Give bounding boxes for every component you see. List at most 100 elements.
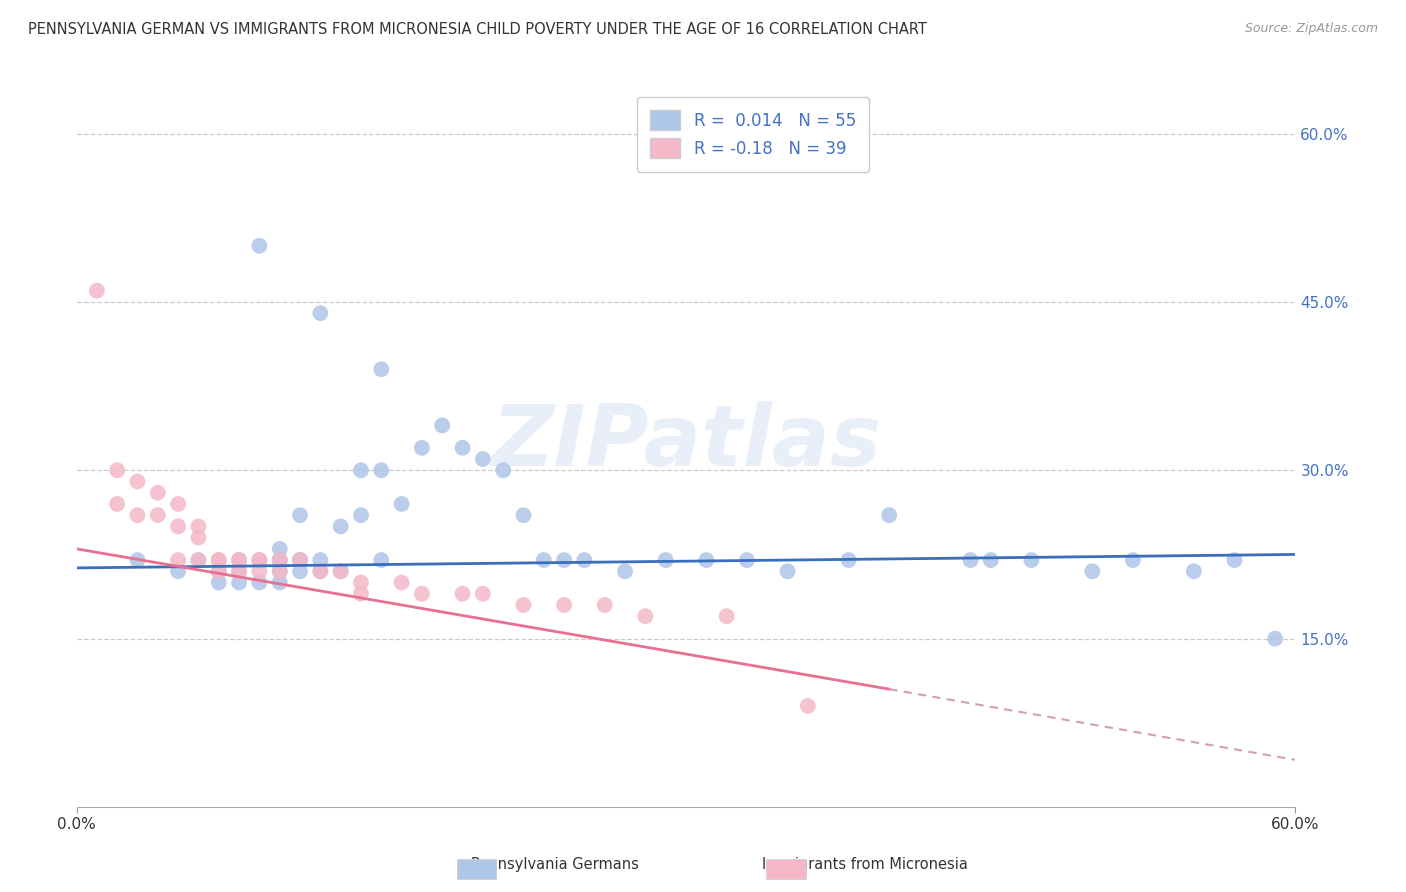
Point xyxy=(574,553,596,567)
Point xyxy=(247,239,270,253)
Point xyxy=(512,508,534,523)
Point xyxy=(980,553,1002,567)
Point xyxy=(735,553,758,567)
Point xyxy=(512,598,534,612)
Point xyxy=(269,553,291,567)
Point xyxy=(838,553,860,567)
Point xyxy=(288,564,311,578)
Point xyxy=(228,564,250,578)
Point xyxy=(329,519,352,533)
Point xyxy=(208,564,231,578)
Point xyxy=(208,575,231,590)
Point xyxy=(228,553,250,567)
Point xyxy=(350,463,373,477)
Text: ZIPatlas: ZIPatlas xyxy=(491,401,882,483)
Point xyxy=(411,587,433,601)
Point xyxy=(370,463,392,477)
Point xyxy=(127,553,149,567)
Point xyxy=(228,553,250,567)
Point xyxy=(247,553,270,567)
Point xyxy=(370,553,392,567)
Point xyxy=(247,553,270,567)
Point xyxy=(105,497,128,511)
Point xyxy=(350,587,373,601)
Point xyxy=(451,587,474,601)
Point xyxy=(247,575,270,590)
Point xyxy=(797,698,820,713)
Point xyxy=(105,463,128,477)
Point xyxy=(1182,564,1205,578)
Point xyxy=(1223,553,1246,567)
Point xyxy=(146,485,169,500)
Point xyxy=(247,564,270,578)
Point xyxy=(146,508,169,523)
Point xyxy=(228,564,250,578)
Point xyxy=(716,609,738,624)
Point xyxy=(127,475,149,489)
Point xyxy=(391,497,413,511)
Point xyxy=(187,519,209,533)
Point xyxy=(269,553,291,567)
Point xyxy=(1081,564,1104,578)
Point xyxy=(167,564,190,578)
Point xyxy=(471,452,494,467)
Point xyxy=(471,587,494,601)
Point xyxy=(432,418,454,433)
Point xyxy=(269,575,291,590)
Point xyxy=(492,463,515,477)
Point xyxy=(288,553,311,567)
Text: PENNSYLVANIA GERMAN VS IMMIGRANTS FROM MICRONESIA CHILD POVERTY UNDER THE AGE OF: PENNSYLVANIA GERMAN VS IMMIGRANTS FROM M… xyxy=(28,22,927,37)
Point xyxy=(187,553,209,567)
Point xyxy=(269,564,291,578)
Point xyxy=(350,575,373,590)
Text: Source: ZipAtlas.com: Source: ZipAtlas.com xyxy=(1244,22,1378,36)
Point xyxy=(411,441,433,455)
Point xyxy=(167,497,190,511)
Point xyxy=(127,508,149,523)
Legend: R =  0.014   N = 55, R = -0.18   N = 39: R = 0.014 N = 55, R = -0.18 N = 39 xyxy=(637,96,869,171)
Point xyxy=(553,553,575,567)
Point xyxy=(309,306,332,320)
Point xyxy=(208,553,231,567)
Point xyxy=(247,553,270,567)
Point xyxy=(167,553,190,567)
Point xyxy=(309,564,332,578)
Point xyxy=(776,564,799,578)
Point xyxy=(288,553,311,567)
Point xyxy=(309,553,332,567)
Point xyxy=(86,284,108,298)
Point xyxy=(553,598,575,612)
Point xyxy=(329,564,352,578)
Point xyxy=(695,553,717,567)
Point xyxy=(208,564,231,578)
Point xyxy=(350,508,373,523)
Point xyxy=(228,553,250,567)
Point xyxy=(1021,553,1043,567)
Point xyxy=(269,541,291,556)
Point xyxy=(1122,553,1144,567)
Point xyxy=(288,508,311,523)
Point xyxy=(614,564,637,578)
Point xyxy=(187,553,209,567)
Text: Immigrants from Micronesia: Immigrants from Micronesia xyxy=(762,857,967,872)
Point xyxy=(269,564,291,578)
Point xyxy=(1264,632,1286,646)
Point xyxy=(288,553,311,567)
Point xyxy=(370,362,392,376)
Point xyxy=(167,519,190,533)
Point xyxy=(634,609,657,624)
Point xyxy=(533,553,555,567)
Point xyxy=(451,441,474,455)
Point xyxy=(593,598,616,612)
Point xyxy=(269,553,291,567)
Point xyxy=(309,564,332,578)
Point xyxy=(391,575,413,590)
Point xyxy=(877,508,900,523)
Point xyxy=(208,553,231,567)
Text: Pennsylvania Germans: Pennsylvania Germans xyxy=(471,857,640,872)
Point xyxy=(187,531,209,545)
Point xyxy=(959,553,981,567)
Point xyxy=(228,575,250,590)
Point xyxy=(329,564,352,578)
Point xyxy=(654,553,676,567)
